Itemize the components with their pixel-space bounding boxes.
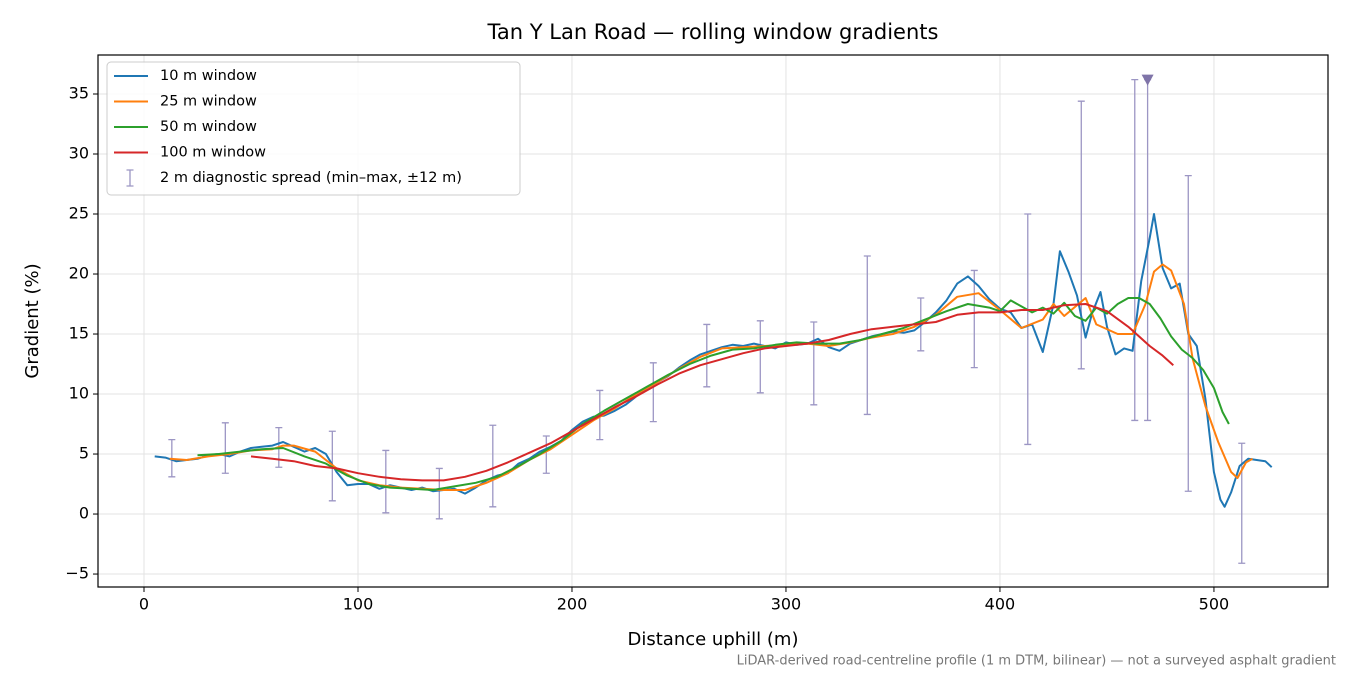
y-axis-label: Gradient (%)	[22, 263, 43, 378]
y-tick-label: 25	[69, 204, 89, 223]
error-bar	[756, 320, 764, 394]
y-tick-label: 30	[69, 144, 89, 163]
y-tick-label: 5	[79, 444, 89, 463]
series-line	[250, 303, 1174, 482]
chart-title: Tan Y Lan Road — rolling window gradient…	[487, 20, 939, 44]
error-bar	[542, 435, 550, 474]
plot-frame	[97, 54, 1329, 588]
error-bar	[703, 323, 711, 388]
x-axis-label: Distance uphill (m)	[628, 629, 799, 650]
footnote: LiDAR-derived road-centreline profile (1…	[737, 654, 1336, 669]
legend-label: 100 m window	[160, 145, 266, 161]
series-line	[154, 213, 1273, 508]
legend-box	[106, 61, 521, 196]
marker	[1141, 74, 1154, 86]
error-bar	[1024, 213, 1032, 446]
error-bar	[1131, 78, 1139, 422]
x-tick-label: 500	[1199, 595, 1230, 614]
x-tick-label: 0	[139, 595, 149, 614]
error-bar	[970, 269, 978, 369]
y-tick-label: 35	[69, 84, 89, 103]
legend-label: 10 m window	[160, 68, 257, 84]
x-tick-label: 100	[343, 595, 374, 614]
y-tick-label: −5	[65, 564, 89, 583]
error-bar	[1077, 100, 1085, 370]
legend: 10 m window 25 m window 50 m window 100 m w…	[106, 61, 521, 196]
error-bar	[435, 467, 443, 520]
error-bar	[863, 255, 871, 416]
legend-label: 25 m window	[160, 94, 257, 110]
x-tick-label: 300	[771, 595, 802, 614]
legend-swatch	[126, 169, 134, 187]
y-tick-label: 20	[69, 264, 89, 283]
y-tick-label: 0	[79, 504, 89, 523]
error-bar	[810, 321, 818, 406]
y-tick-label: 15	[69, 324, 89, 343]
error-bar	[649, 362, 657, 423]
series-line	[197, 297, 1230, 491]
x-tick-label: 400	[985, 595, 1016, 614]
legend-label: 50 m window	[160, 119, 257, 135]
error-bar	[221, 422, 229, 474]
error-bar	[489, 424, 497, 508]
y-tick-label: 10	[69, 384, 89, 403]
legend-label: 2 m diagnostic spread (min–max, ±12 m)	[160, 170, 462, 186]
error-bar	[382, 449, 390, 514]
x-tick-label: 200	[557, 595, 588, 614]
